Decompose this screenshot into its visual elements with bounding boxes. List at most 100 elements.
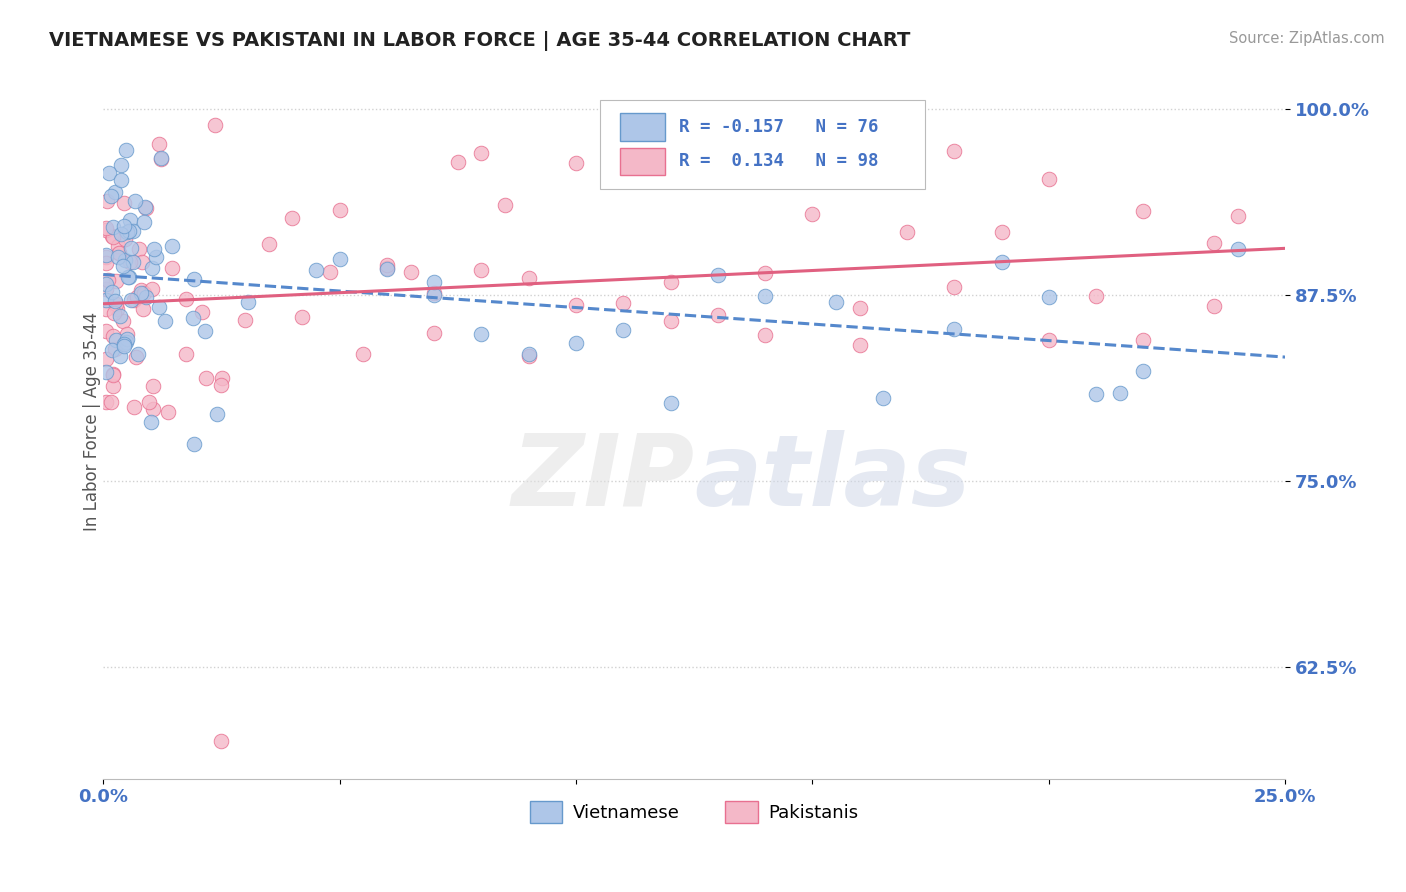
Point [872,391,894,405]
Y-axis label: In Labor Force | Age 35-44: In Labor Force | Age 35-44 [83,312,101,531]
Point [105,333,128,347]
Point [122,400,145,414]
Point [399,265,422,279]
Point [134,286,156,301]
Point [121,254,143,268]
Point [612,295,634,310]
Point [754,328,776,343]
Point [517,270,540,285]
Point [204,118,226,132]
Point [138,395,160,409]
Point [281,211,304,226]
Point [195,370,218,384]
Text: Source: ZipAtlas.com: Source: ZipAtlas.com [1229,31,1385,46]
Point [105,297,128,311]
Point [193,324,215,338]
Point [470,146,492,161]
Point [659,275,682,289]
Point [142,402,165,417]
Point [115,327,138,342]
Point [101,368,124,383]
Point [211,371,233,385]
Point [110,173,132,187]
Point [132,215,155,229]
Point [517,349,540,363]
Point [112,339,135,353]
Point [105,274,128,288]
Point [149,151,172,165]
Point [94,250,117,264]
Point [1108,386,1130,401]
Point [117,270,139,285]
Point [1132,203,1154,218]
Point [115,143,138,157]
Point [707,308,730,322]
Point [211,734,233,748]
Point [1038,290,1060,304]
Point [131,301,153,316]
Point [447,155,470,169]
Point [100,189,122,203]
Point [565,156,588,170]
Point [124,194,146,209]
Point [115,225,138,239]
Point [494,197,516,211]
Point [1085,387,1108,401]
Point [115,332,138,346]
Point [104,293,127,308]
Text: R = -0.157   N = 76: R = -0.157 N = 76 [679,118,879,136]
Point [517,347,540,361]
Point [896,225,918,239]
Point [1085,289,1108,303]
Point [375,260,398,275]
Text: atlas: atlas [695,430,970,527]
Point [141,260,163,275]
Point [943,144,966,158]
Point [142,379,165,393]
Point [131,286,153,301]
Point [110,158,132,172]
Point [160,238,183,252]
Point [118,269,141,284]
Point [291,310,314,325]
Point [114,232,136,246]
Point [565,335,588,350]
Point [565,298,588,312]
Point [94,282,117,296]
Point [612,323,634,337]
Point [305,262,328,277]
Point [707,268,730,282]
Point [1038,333,1060,347]
Point [375,258,398,272]
Point [659,313,682,327]
Point [141,282,163,296]
Point [233,312,256,326]
Point [94,221,117,235]
Point [149,152,172,166]
Point [101,285,124,300]
Point [112,195,135,210]
Text: R =  0.134   N = 98: R = 0.134 N = 98 [679,153,879,170]
Point [108,246,131,260]
Point [112,314,135,328]
Point [128,242,150,256]
Point [1038,172,1060,186]
Point [943,322,966,336]
FancyBboxPatch shape [620,113,665,141]
Point [101,343,124,357]
FancyBboxPatch shape [600,100,925,189]
Point [423,285,446,300]
Point [120,241,142,255]
Point [156,405,179,419]
Point [174,292,197,306]
Point [135,201,157,215]
Point [754,289,776,303]
Point [135,289,157,303]
Point [423,288,446,302]
Point [115,335,138,350]
Point [94,223,117,237]
Point [801,207,824,221]
Point [122,224,145,238]
Point [124,293,146,308]
Point [990,225,1012,239]
